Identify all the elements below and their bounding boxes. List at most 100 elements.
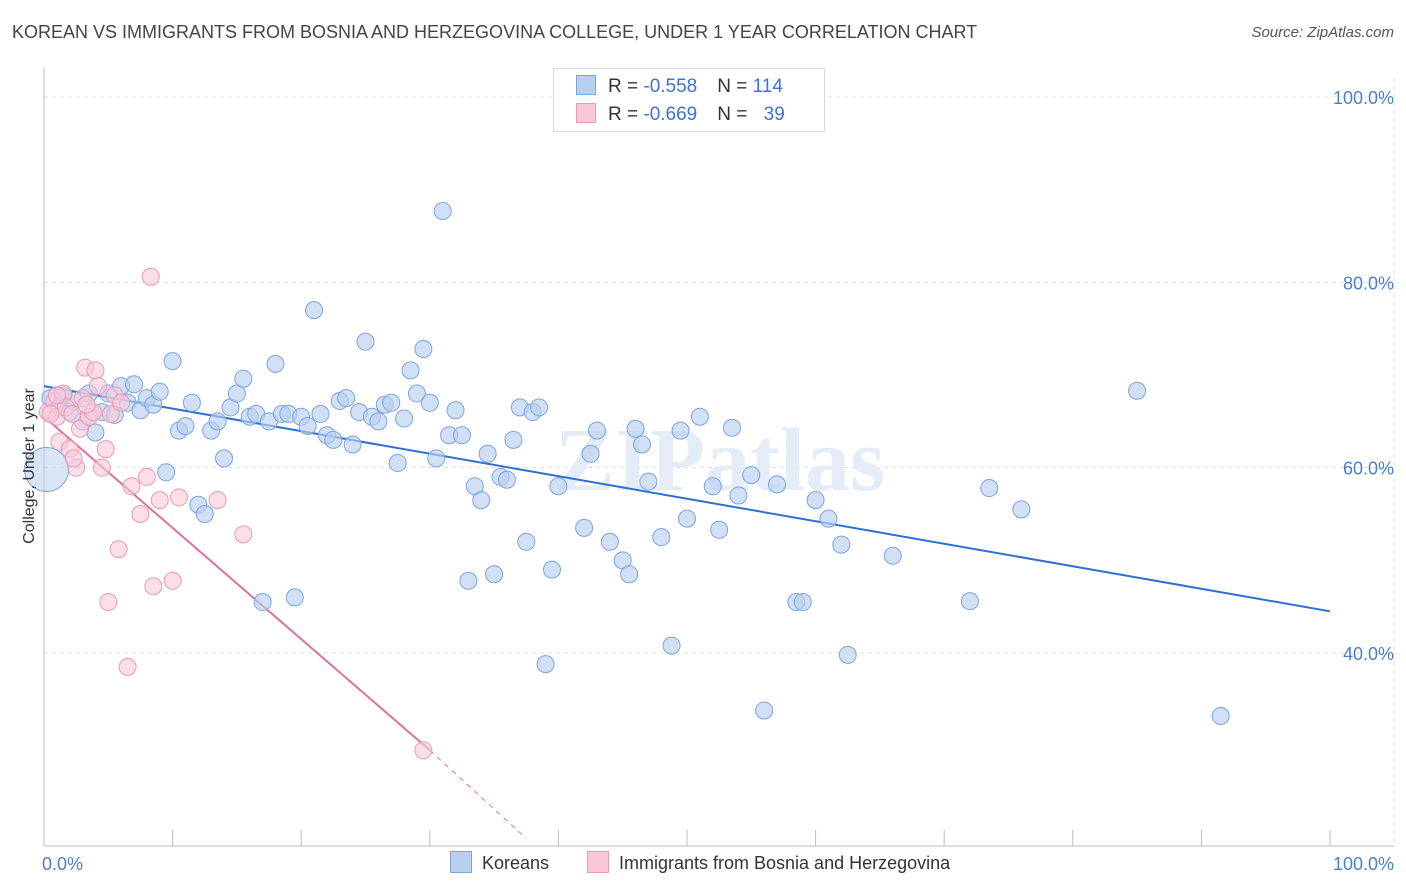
point-koreans	[227, 384, 246, 403]
legend-r-value: -0.669	[643, 104, 698, 125]
point-koreans	[150, 382, 169, 401]
point-koreans	[729, 486, 748, 505]
point-bosnia	[101, 404, 120, 423]
point-koreans	[1012, 500, 1031, 519]
trend-line-koreans	[43, 385, 1331, 613]
axis-labels: 40.0% 60.0% 80.0% 100.0% 0.0% 100.0% College, …	[21, 88, 1394, 874]
point-koreans	[298, 416, 317, 435]
point-koreans	[401, 361, 420, 380]
point-bosnia	[109, 540, 128, 559]
point-koreans	[157, 463, 176, 482]
point-bosnia	[170, 488, 189, 507]
point-koreans	[382, 393, 401, 412]
legend-row-bosnia: R = -0.669 N = 39	[576, 103, 785, 126]
point-koreans	[266, 354, 285, 373]
point-koreans	[215, 449, 234, 468]
legend-row-koreans: R = -0.558 N = 114	[576, 75, 783, 98]
legend-r-label: R =	[608, 104, 644, 125]
point-koreans	[632, 435, 651, 454]
bottom-legend-label: Immigrants from Bosnia and Herzegovina	[619, 853, 951, 873]
y-tick-label: 100.0%	[1333, 88, 1394, 108]
point-koreans	[446, 401, 465, 420]
point-bosnia	[144, 577, 163, 596]
point-koreans	[388, 454, 407, 473]
bottom-swatch-bosnia	[587, 851, 609, 873]
point-koreans	[575, 518, 594, 537]
point-koreans	[980, 479, 999, 498]
legend-n-value: 39	[763, 104, 785, 125]
point-koreans	[478, 444, 497, 463]
point-koreans	[311, 404, 330, 423]
x-tick-label: 100.0%	[1333, 854, 1394, 874]
y-axis-label: College, Under 1 year	[21, 388, 38, 544]
point-koreans	[600, 532, 619, 551]
point-koreans	[407, 384, 426, 403]
point-koreans	[587, 421, 606, 440]
point-koreans	[459, 571, 478, 590]
point-koreans	[1211, 707, 1230, 726]
point-koreans	[452, 426, 471, 445]
point-koreans	[671, 421, 690, 440]
point-koreans	[208, 412, 227, 431]
point-bosnia	[89, 377, 108, 396]
point-koreans	[690, 407, 709, 426]
point-koreans	[742, 466, 761, 485]
legend-swatch-bosnia	[576, 103, 596, 123]
point-koreans	[504, 430, 523, 449]
point-koreans	[536, 655, 555, 674]
source-label: Source: ZipAtlas.com	[1251, 24, 1394, 41]
point-koreans	[234, 369, 253, 388]
point-koreans	[768, 475, 787, 494]
data-points	[24, 201, 1230, 760]
point-koreans	[497, 470, 516, 489]
point-bosnia	[71, 419, 90, 438]
point-koreans	[427, 449, 446, 468]
point-koreans	[960, 592, 979, 611]
point-koreans	[433, 201, 452, 220]
point-koreans	[530, 398, 549, 417]
point-koreans	[819, 509, 838, 528]
point-bosnia	[96, 440, 115, 459]
point-koreans	[755, 701, 774, 720]
point-koreans	[86, 423, 105, 442]
y-tick-label: 80.0%	[1343, 273, 1394, 293]
point-koreans	[414, 340, 433, 359]
point-koreans	[703, 477, 722, 496]
point-bosnia	[86, 361, 105, 380]
legend-swatch-koreans	[576, 75, 596, 95]
point-koreans	[324, 430, 343, 449]
y-tick-label: 60.0%	[1343, 459, 1394, 479]
point-koreans	[710, 520, 729, 539]
point-bosnia	[64, 449, 83, 468]
point-koreans	[662, 636, 681, 655]
point-koreans	[343, 435, 362, 454]
legend-r-value: -0.558	[643, 76, 698, 97]
point-koreans	[395, 409, 414, 428]
legend-n-label: N =	[717, 76, 753, 97]
point-koreans	[195, 505, 214, 523]
point-bosnia	[122, 477, 141, 496]
point-koreans	[176, 416, 195, 435]
point-bosnia	[99, 593, 118, 612]
point-koreans	[620, 565, 639, 584]
point-bosnia	[77, 395, 96, 414]
point-koreans	[652, 528, 671, 547]
point-bosnia	[112, 393, 131, 412]
point-koreans	[581, 444, 600, 463]
point-koreans	[285, 588, 304, 607]
bottom-legend-koreans: Koreans	[450, 851, 549, 874]
point-bosnia	[131, 505, 150, 523]
x-tick-label: 0.0%	[42, 854, 83, 874]
point-koreans	[639, 472, 658, 491]
y-tick-label: 40.0%	[1343, 644, 1394, 664]
point-koreans	[163, 352, 182, 371]
point-koreans	[517, 532, 536, 551]
point-bosnia	[118, 657, 137, 676]
trend-line-bosnia-extrapolated	[429, 749, 527, 839]
point-koreans	[838, 645, 857, 664]
point-koreans	[472, 491, 491, 510]
point-koreans	[793, 593, 812, 612]
point-bosnia	[163, 571, 182, 590]
legend-r-label: R =	[608, 76, 644, 97]
point-koreans	[549, 477, 568, 496]
